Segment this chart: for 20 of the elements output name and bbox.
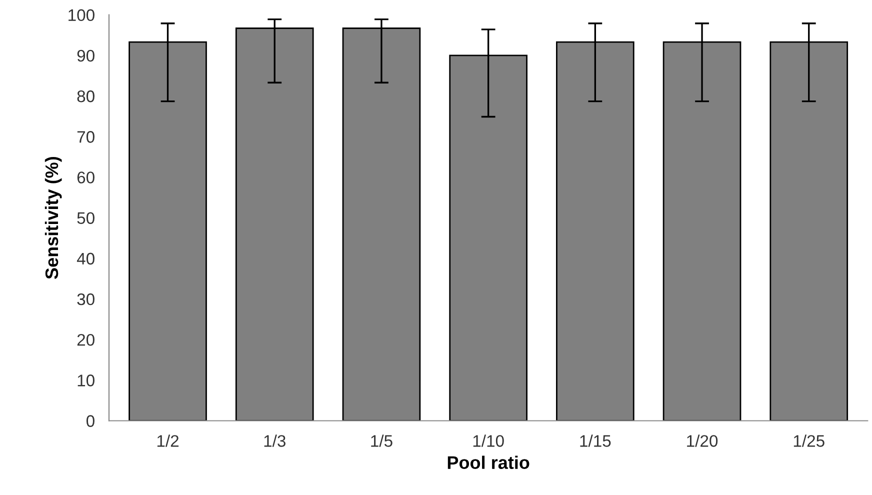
y-tick-label: 100 bbox=[68, 9, 94, 22]
x-tick-label: 1/2 bbox=[157, 434, 179, 447]
y-axis-title: Sensitivity (%) bbox=[44, 156, 62, 279]
y-tick-label: 0 bbox=[86, 415, 94, 427]
x-tick-label: 1/20 bbox=[687, 434, 718, 447]
x-tick-label: 1/25 bbox=[794, 434, 824, 447]
x-tick-label: 1/3 bbox=[264, 434, 286, 447]
y-tick-label: 40 bbox=[76, 252, 94, 265]
x-axis-title: Pool ratio bbox=[448, 456, 530, 469]
x-tick-label: 1/10 bbox=[473, 434, 504, 447]
x-tick-label: 1/5 bbox=[371, 434, 392, 447]
y-tick-label: 50 bbox=[77, 212, 94, 224]
y-tick-label: 80 bbox=[77, 90, 94, 102]
y-tick-label: 10 bbox=[78, 374, 94, 386]
y-tick-label: 20 bbox=[77, 334, 94, 346]
y-tick-label: 70 bbox=[77, 131, 94, 143]
x-tick-label: 1/15 bbox=[580, 434, 611, 447]
y-tick-label: 60 bbox=[77, 172, 94, 184]
y-tick-label: 90 bbox=[77, 50, 94, 62]
y-tick-label: 30 bbox=[77, 293, 94, 306]
